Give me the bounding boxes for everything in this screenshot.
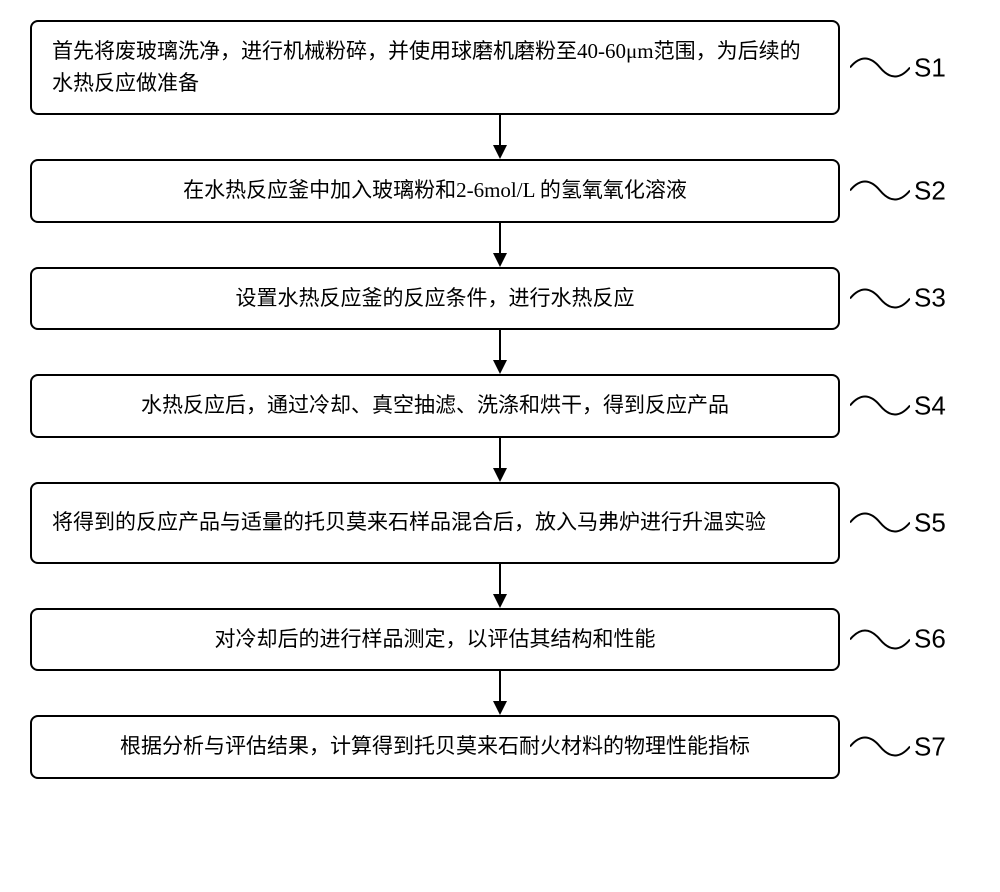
label-wrapper-s1: S1 — [850, 52, 946, 83]
step-box-s1: 首先将废玻璃洗净，进行机械粉碎，并使用球磨机磨粉至40-60μm范围，为后续的水… — [30, 20, 840, 115]
step-box-s3: 设置水热反应釜的反应条件，进行水热反应 — [30, 267, 840, 331]
label-wrapper-s2: S2 — [850, 175, 946, 206]
label-wrapper-s5: S5 — [850, 507, 946, 538]
arrow-down-icon — [490, 223, 510, 267]
label-wrapper-s4: S4 — [850, 390, 946, 421]
arrow-down-icon — [490, 671, 510, 715]
arrow-s5-s6 — [95, 564, 905, 608]
connector-curve-icon — [850, 283, 910, 313]
step-box-s2: 在水热反应釜中加入玻璃粉和2-6mol/L 的氢氧氧化溶液 — [30, 159, 840, 223]
label-wrapper-s3: S3 — [850, 283, 946, 314]
label-wrapper-s7: S7 — [850, 731, 946, 762]
step-label-s6: S6 — [914, 624, 946, 655]
step-box-s4: 水热反应后，通过冷却、真空抽滤、洗涤和烘干，得到反应产品 — [30, 374, 840, 438]
connector-curve-icon — [850, 732, 910, 762]
connector-curve-icon — [850, 391, 910, 421]
connector-curve-icon — [850, 53, 910, 83]
connector-curve-icon — [850, 176, 910, 206]
connector-curve-icon — [850, 624, 910, 654]
step-row-s4: 水热反应后，通过冷却、真空抽滤、洗涤和烘干，得到反应产品 S4 — [30, 374, 970, 438]
step-text-s4: 水热反应后，通过冷却、真空抽滤、洗涤和烘干，得到反应产品 — [52, 390, 818, 422]
arrow-down-icon — [490, 438, 510, 482]
step-text-s7: 根据分析与评估结果，计算得到托贝莫来石耐火材料的物理性能指标 — [52, 731, 818, 763]
step-text-s1: 首先将废玻璃洗净，进行机械粉碎，并使用球磨机磨粉至40-60μm范围，为后续的水… — [52, 36, 818, 99]
arrow-s4-s5 — [95, 438, 905, 482]
connector-curve-icon — [850, 508, 910, 538]
step-box-s7: 根据分析与评估结果，计算得到托贝莫来石耐火材料的物理性能指标 — [30, 715, 840, 779]
step-label-s3: S3 — [914, 283, 946, 314]
step-text-s2: 在水热反应釜中加入玻璃粉和2-6mol/L 的氢氧氧化溶液 — [52, 175, 818, 207]
step-label-s1: S1 — [914, 52, 946, 83]
step-label-s2: S2 — [914, 175, 946, 206]
arrow-down-icon — [490, 564, 510, 608]
step-row-s6: 对冷却后的进行样品测定，以评估其结构和性能 S6 — [30, 608, 970, 672]
step-text-s6: 对冷却后的进行样品测定，以评估其结构和性能 — [52, 624, 818, 656]
arrow-s6-s7 — [95, 671, 905, 715]
arrow-down-icon — [490, 330, 510, 374]
step-row-s1: 首先将废玻璃洗净，进行机械粉碎，并使用球磨机磨粉至40-60μm范围，为后续的水… — [30, 20, 970, 115]
step-row-s2: 在水热反应釜中加入玻璃粉和2-6mol/L 的氢氧氧化溶液 S2 — [30, 159, 970, 223]
step-row-s7: 根据分析与评估结果，计算得到托贝莫来石耐火材料的物理性能指标 S7 — [30, 715, 970, 779]
step-text-s5: 将得到的反应产品与适量的托贝莫来石样品混合后，放入马弗炉进行升温实验 — [52, 507, 818, 539]
step-label-s4: S4 — [914, 390, 946, 421]
step-box-s5: 将得到的反应产品与适量的托贝莫来石样品混合后，放入马弗炉进行升温实验 — [30, 482, 840, 564]
arrow-down-icon — [490, 115, 510, 159]
step-row-s5: 将得到的反应产品与适量的托贝莫来石样品混合后，放入马弗炉进行升温实验 S5 — [30, 482, 970, 564]
step-label-s7: S7 — [914, 731, 946, 762]
step-label-s5: S5 — [914, 507, 946, 538]
step-box-s6: 对冷却后的进行样品测定，以评估其结构和性能 — [30, 608, 840, 672]
label-wrapper-s6: S6 — [850, 624, 946, 655]
arrow-s2-s3 — [95, 223, 905, 267]
flowchart-container: 首先将废玻璃洗净，进行机械粉碎，并使用球磨机磨粉至40-60μm范围，为后续的水… — [30, 20, 970, 779]
arrow-s1-s2 — [95, 115, 905, 159]
step-row-s3: 设置水热反应釜的反应条件，进行水热反应 S3 — [30, 267, 970, 331]
step-text-s3: 设置水热反应釜的反应条件，进行水热反应 — [52, 283, 818, 315]
arrow-s3-s4 — [95, 330, 905, 374]
